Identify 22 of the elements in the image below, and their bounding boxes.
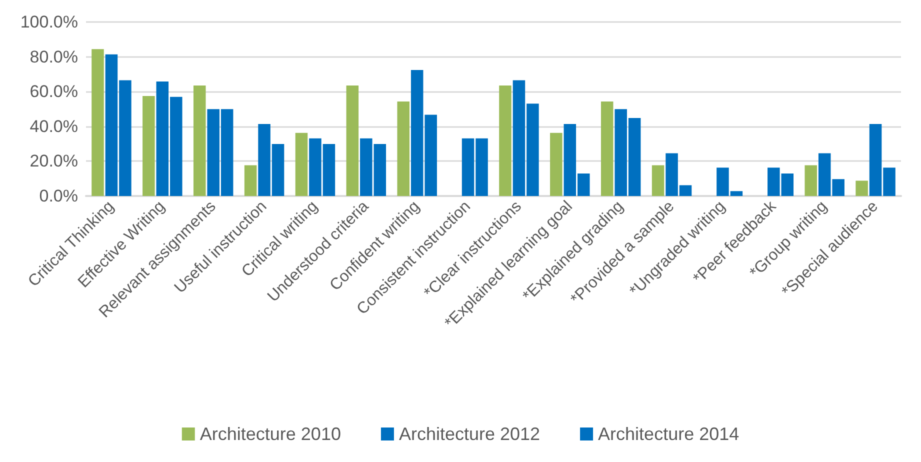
bar xyxy=(92,49,104,196)
bar xyxy=(550,132,562,196)
y-tick-label: 100.0% xyxy=(20,12,78,32)
bar xyxy=(346,86,359,196)
y-tick-label: 20.0% xyxy=(30,152,78,171)
bar xyxy=(804,165,817,196)
legend-label: Architecture 2012 xyxy=(398,424,540,444)
legend-label: Architecture 2014 xyxy=(598,424,740,444)
y-tick-label: 0.0% xyxy=(39,186,78,206)
bar xyxy=(295,132,308,196)
bar xyxy=(499,86,512,196)
y-tick-label: 40.0% xyxy=(30,116,78,136)
bar xyxy=(856,180,868,196)
bar xyxy=(652,165,664,196)
y-tick-label: 80.0% xyxy=(30,47,78,66)
bar xyxy=(193,86,206,196)
y-tick-label: 60.0% xyxy=(30,82,78,102)
bar xyxy=(397,102,410,196)
bar xyxy=(244,165,257,196)
bar xyxy=(142,96,155,196)
legend-label: Architecture 2010 xyxy=(200,424,341,444)
bar xyxy=(600,102,614,196)
